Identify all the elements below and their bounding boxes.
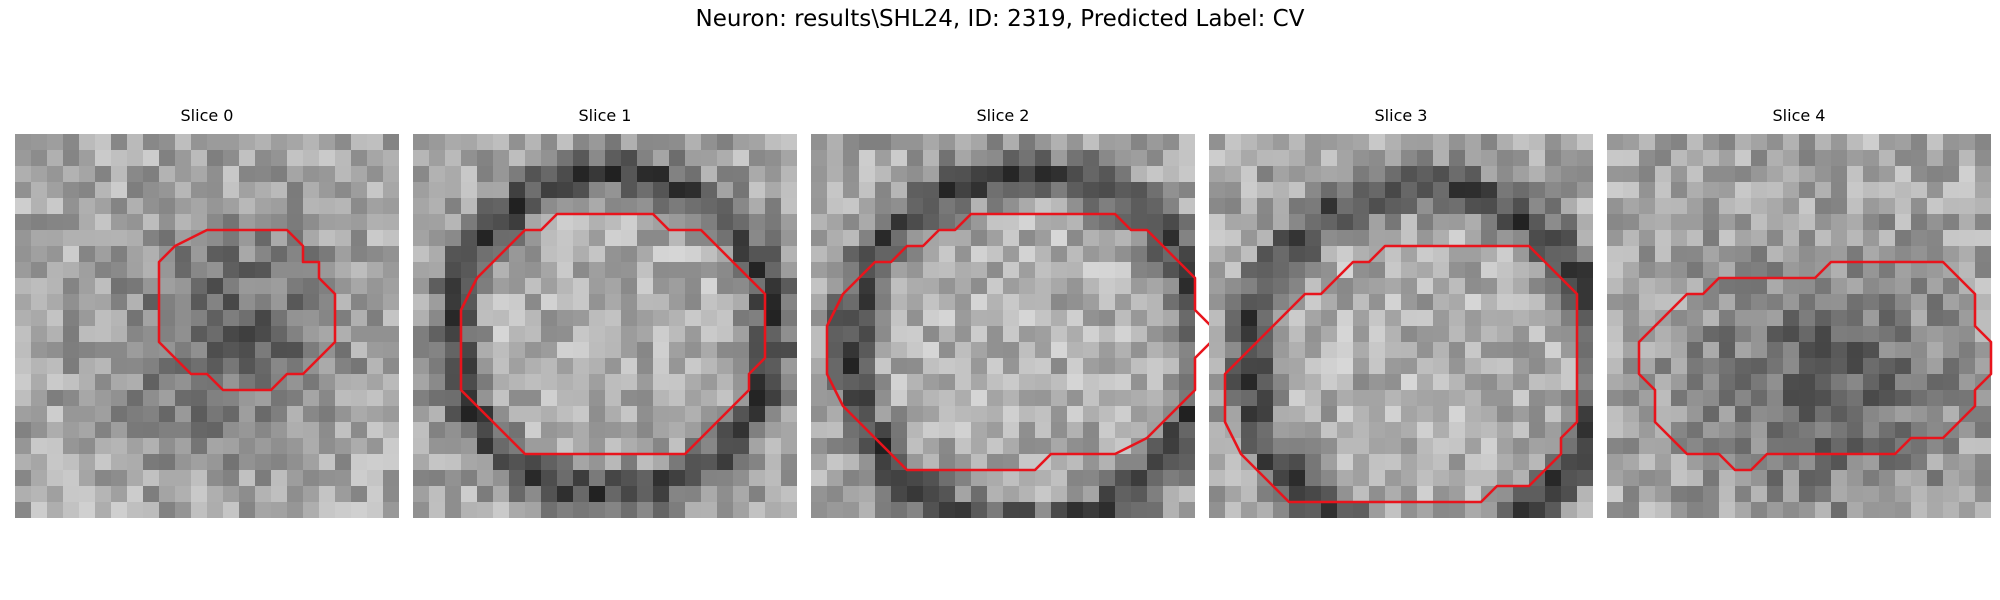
contour-overlay bbox=[459, 212, 767, 456]
contour-overlay bbox=[1637, 260, 1993, 472]
segmentation-contour bbox=[459, 212, 767, 456]
slice-title: Slice 4 bbox=[1772, 106, 1826, 125]
slice-title: Slice 2 bbox=[976, 106, 1030, 125]
segmentation-contour bbox=[1637, 260, 1993, 472]
slice-image bbox=[811, 134, 1195, 518]
segmentation-contour bbox=[157, 228, 337, 392]
segmentation-contour bbox=[825, 212, 1213, 472]
contour-overlay bbox=[825, 212, 1213, 472]
contour-overlay bbox=[1223, 244, 1579, 504]
slice-title: Slice 0 bbox=[180, 106, 234, 125]
slice-title: Slice 3 bbox=[1374, 106, 1428, 125]
figure-title: Neuron: results\SHL24, ID: 2319, Predict… bbox=[695, 6, 1305, 32]
contour-overlay bbox=[157, 228, 337, 392]
slice-title: Slice 1 bbox=[578, 106, 632, 125]
segmentation-contour bbox=[1223, 244, 1579, 504]
